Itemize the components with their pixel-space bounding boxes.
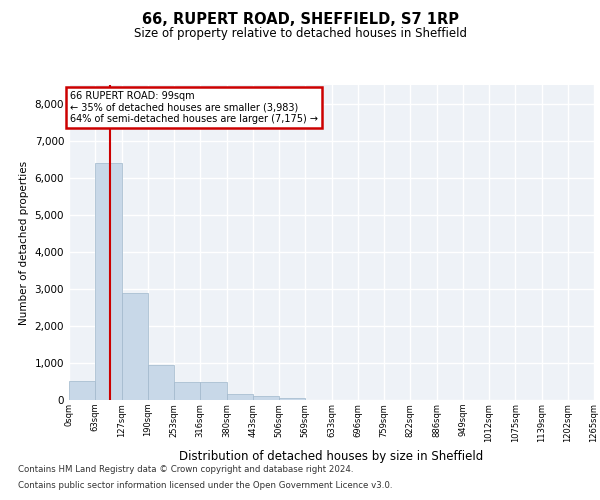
Bar <box>122 292 148 400</box>
Text: Size of property relative to detached houses in Sheffield: Size of property relative to detached ho… <box>133 28 467 40</box>
Text: 66, RUPERT ROAD, SHEFFIELD, S7 1RP: 66, RUPERT ROAD, SHEFFIELD, S7 1RP <box>142 12 458 28</box>
Text: 66 RUPERT ROAD: 99sqm
← 35% of detached houses are smaller (3,983)
64% of semi-d: 66 RUPERT ROAD: 99sqm ← 35% of detached … <box>70 90 318 124</box>
Bar <box>200 382 227 400</box>
Bar <box>227 394 253 400</box>
Bar <box>253 396 279 400</box>
Bar <box>174 382 200 400</box>
X-axis label: Distribution of detached houses by size in Sheffield: Distribution of detached houses by size … <box>179 450 484 463</box>
Text: Contains public sector information licensed under the Open Government Licence v3: Contains public sector information licen… <box>18 480 392 490</box>
Bar <box>69 382 95 400</box>
Y-axis label: Number of detached properties: Number of detached properties <box>19 160 29 324</box>
Bar <box>279 398 305 400</box>
Text: Contains HM Land Registry data © Crown copyright and database right 2024.: Contains HM Land Registry data © Crown c… <box>18 466 353 474</box>
Bar <box>95 163 122 400</box>
Bar <box>148 365 174 400</box>
